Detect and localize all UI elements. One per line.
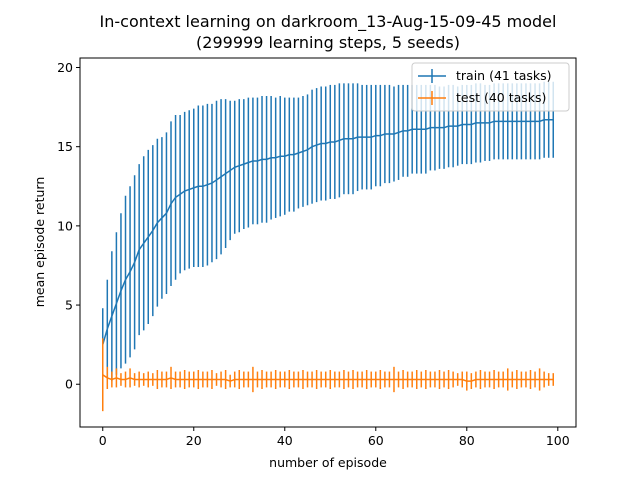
series-line (102, 119, 554, 345)
legend-box (411, 62, 570, 112)
legend-train-label: train (41 tasks) (456, 68, 552, 83)
x-tick-label: 0 (99, 433, 107, 448)
y-tick-label: 20 (57, 60, 73, 75)
chart-subtitle: (299999 learning steps, 5 seeds) (196, 33, 460, 52)
series-line (102, 374, 554, 382)
x-axis-label: number of episode (269, 455, 387, 470)
y-tick-label: 15 (57, 139, 73, 154)
x-tick-label: 60 (368, 433, 384, 448)
y-tick-label: 0 (65, 377, 73, 392)
series-train (102, 81, 554, 382)
y-tick-label: 10 (57, 218, 73, 233)
x-axis: 0 20 40 60 80 100 (99, 427, 570, 448)
x-tick-label: 80 (459, 433, 475, 448)
series-test (102, 338, 554, 412)
legend: train (41 tasks) test (40 tasks) (411, 62, 570, 112)
x-tick-label: 20 (186, 433, 202, 448)
x-tick-label: 100 (546, 433, 570, 448)
y-axis: 0 5 10 15 20 (57, 60, 80, 392)
plot-frame (79, 57, 577, 428)
legend-test-label: test (40 tasks) (456, 90, 546, 105)
y-tick-label: 5 (65, 298, 73, 313)
plot-series (102, 81, 554, 412)
y-axis-label: mean episode return (32, 177, 47, 308)
chart-title: In-context learning on darkroom_13-Aug-1… (100, 12, 557, 32)
x-tick-label: 40 (277, 433, 293, 448)
